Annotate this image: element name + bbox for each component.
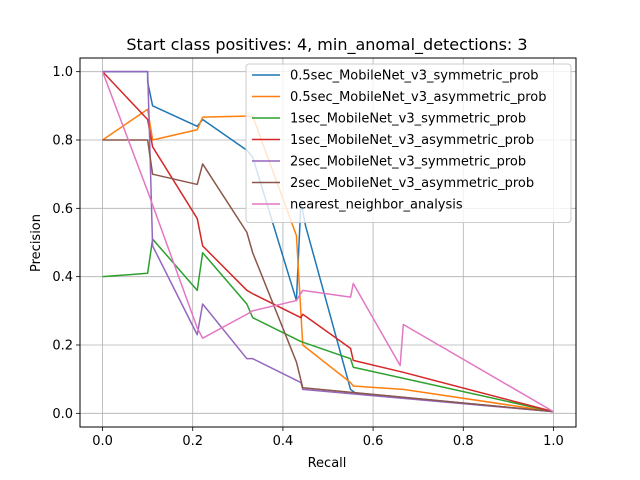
y-axis-label: Precision [29,214,44,272]
legend-label: nearest_neighbor_analysis [290,198,463,213]
series-line-nearest_neighbor_analysis [101,71,554,413]
chart-title: Start class positives: 4, min_anomal_det… [126,35,527,55]
series-line-1sec_MobileNet_v3_symmetric_prob [102,238,554,413]
y-tick-label: 0.4 [52,270,73,285]
legend-label: 2sec_MobileNet_v3_asymmetric_prob [290,176,534,191]
legend: 0.5sec_MobileNet_v3_symmetric_prob 0.5sec… [245,63,572,223]
x-tick-label: 0.2 [182,434,203,449]
y-tick-label: 0.8 [52,134,73,149]
x-axis-label: Recall [308,456,347,471]
legend-label: 1sec_MobileNet_v3_symmetric_prob [290,112,526,127]
x-tick-label: 1.0 [543,434,564,449]
y-tick-label: 0.2 [52,339,73,354]
x-tick-label: 0.8 [453,434,474,449]
y-tick-label: 1.0 [52,65,73,80]
x-tick-label: 0.0 [92,434,113,449]
legend-label: 0.5sec_MobileNet_v3_asymmetric_prob [290,90,547,105]
y-tick-label: 0.0 [52,407,73,422]
legend-box [245,63,572,223]
series-line-2sec_MobileNet_v3_asymmetric_prob [102,139,554,413]
ticks: 0.0 0.2 0.4 0.6 0.8 1.0 0.0 0.2 0.4 0.6 0.8 1.0 [52,65,563,449]
x-tick-label: 0.6 [363,434,384,449]
legend-label: 2sec_MobileNet_v3_symmetric_prob [290,155,526,170]
legend-label: 1sec_MobileNet_v3_asymmetric_prob [290,133,534,148]
legend-label: 0.5sec_MobileNet_v3_symmetric_prob [290,69,539,84]
plot-frame [79,57,577,428]
y-tick-label: 0.6 [52,202,73,217]
x-tick-label: 0.4 [273,434,294,449]
series-line-1sec_MobileNet_v3_asymmetric_prob [102,71,554,413]
